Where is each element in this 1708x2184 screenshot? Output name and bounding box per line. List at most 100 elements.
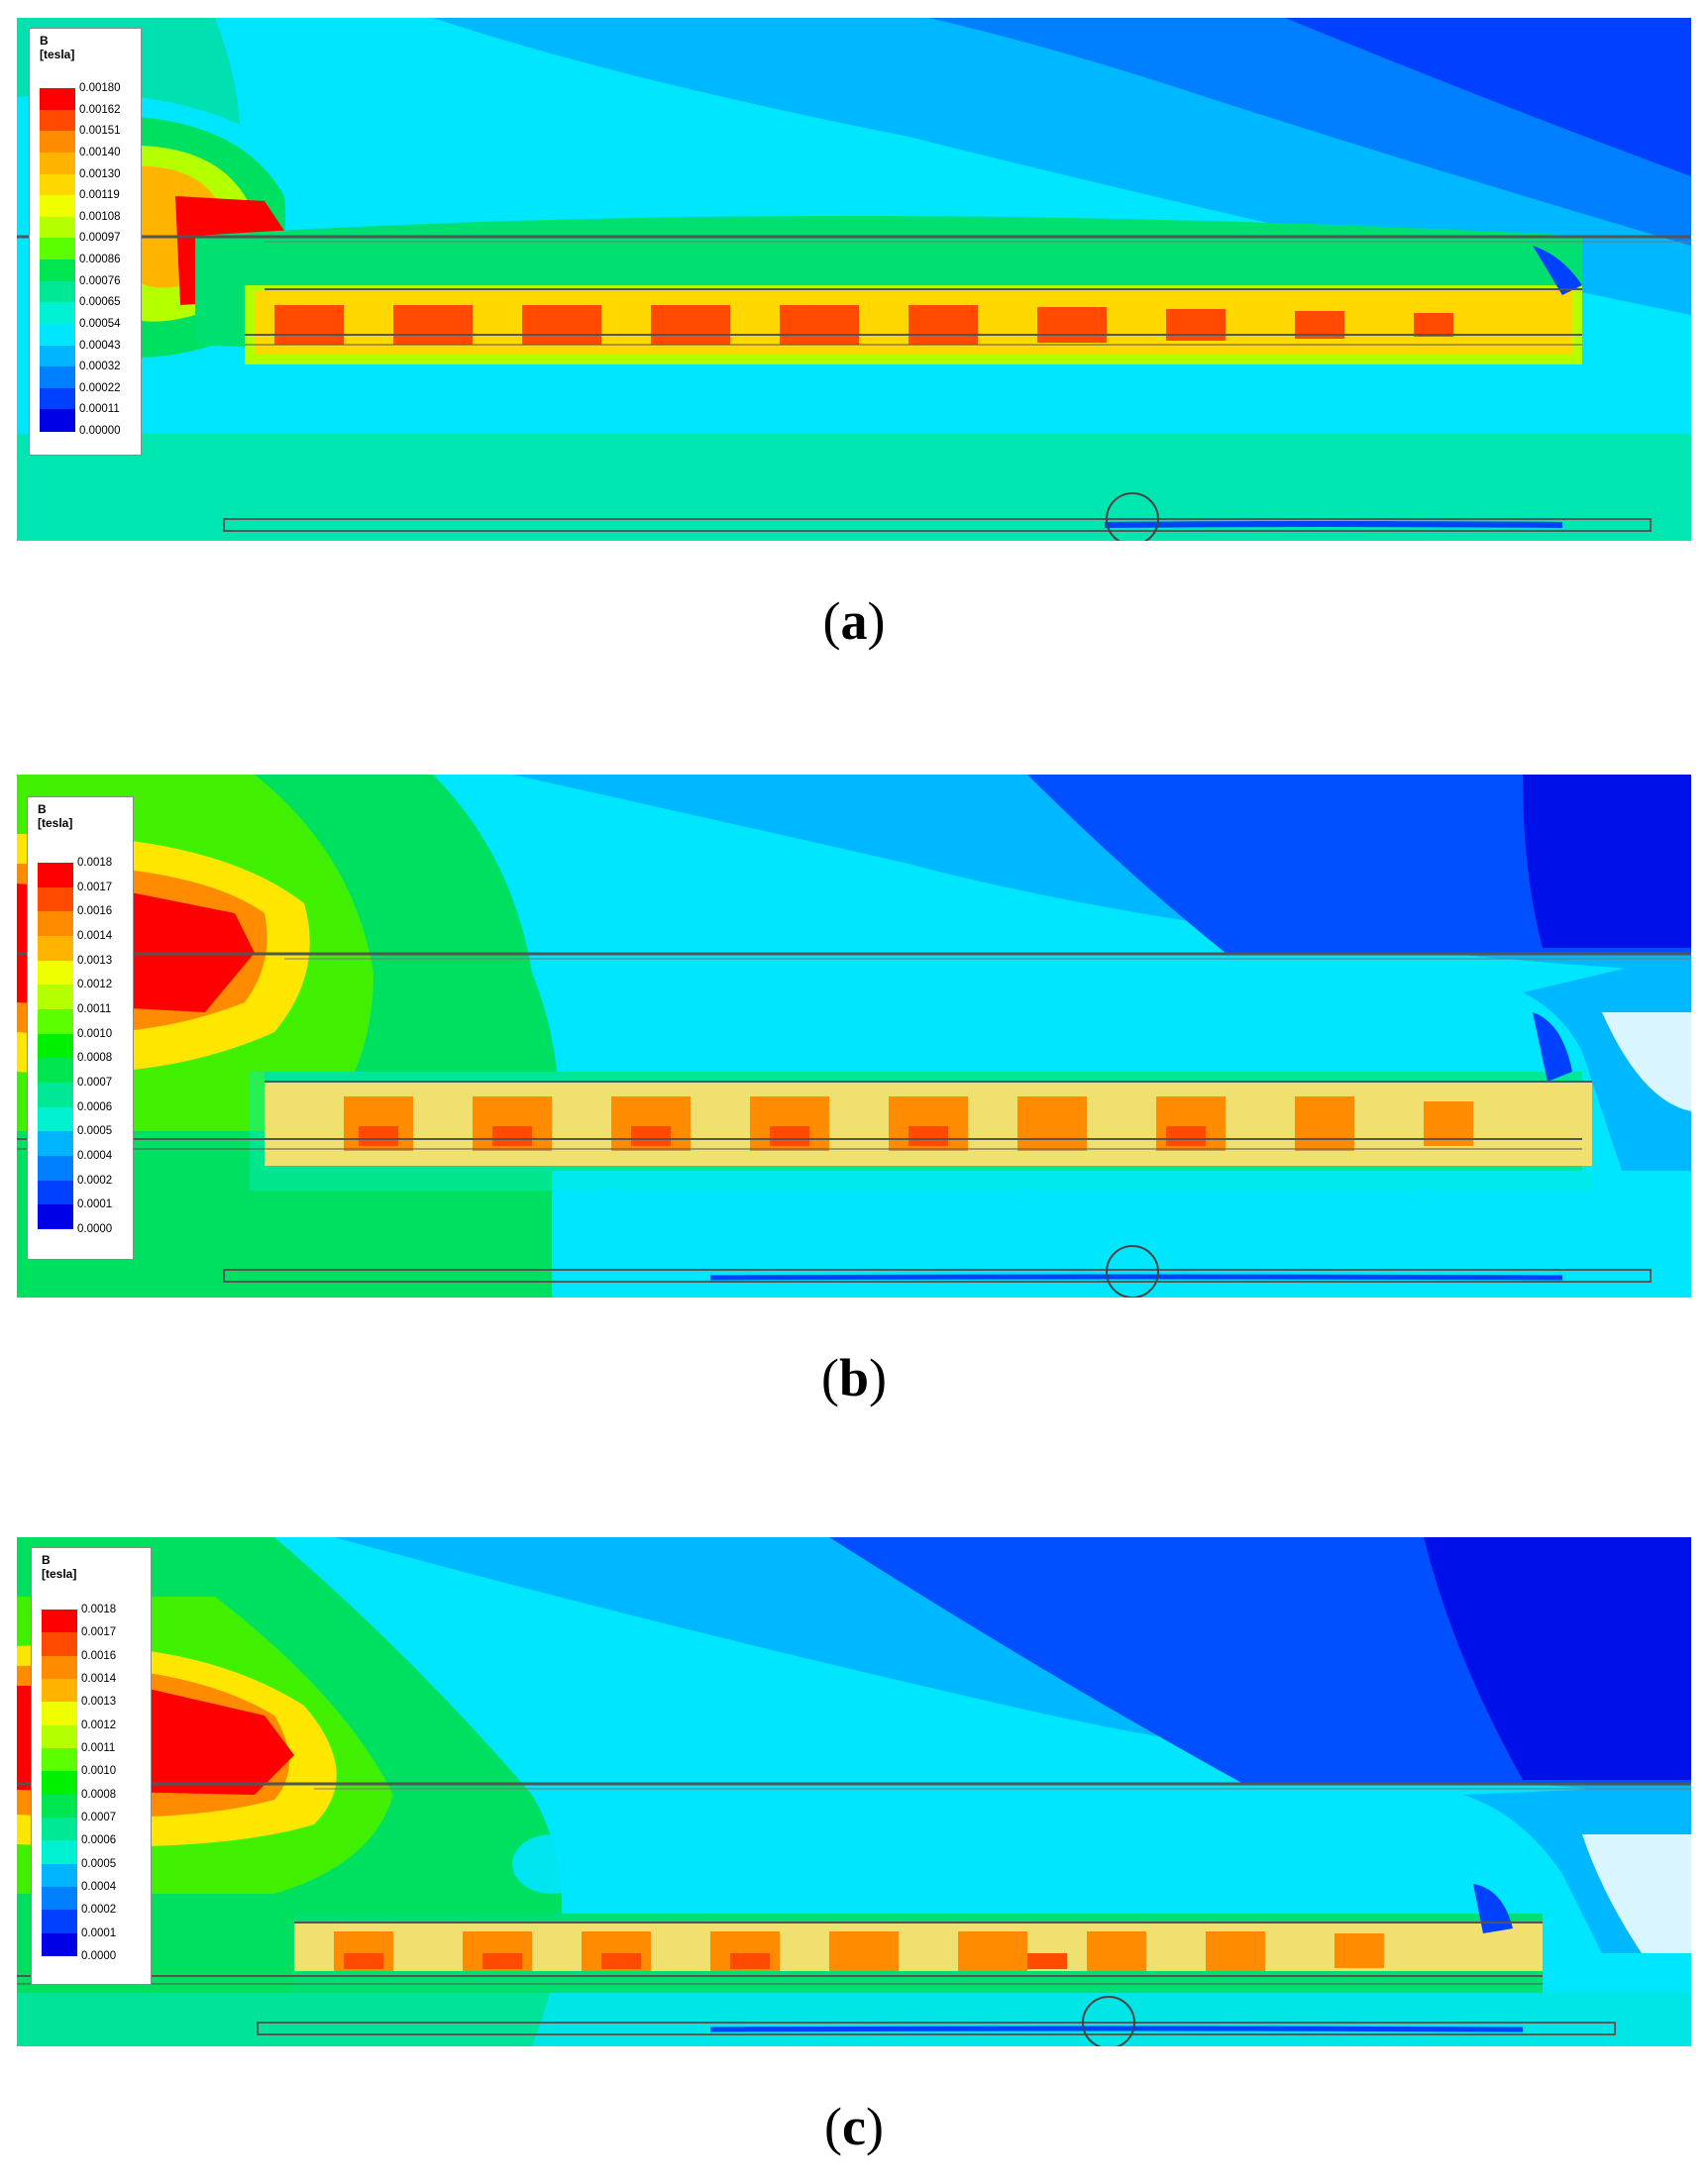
colorbar-segment [42, 1748, 77, 1772]
colorbar-segment [42, 1724, 77, 1749]
legend-unit: [tesla] [38, 816, 73, 830]
colorbar-segment [40, 302, 75, 325]
tick-label: 0.0016 [77, 905, 113, 918]
colorbar-segment [38, 886, 73, 912]
tick-label: 0.0017 [81, 1626, 117, 1639]
caption-letter: a [840, 591, 868, 651]
colorbar-segment [40, 260, 75, 282]
tick-label: 0.00180 [79, 82, 121, 94]
legend-unit: [tesla] [42, 1567, 77, 1581]
tick-label: 0.00043 [79, 339, 121, 352]
tick-label: 0.0004 [81, 1881, 117, 1893]
tick-label: 0.00076 [79, 274, 121, 287]
colorbar-segment [40, 366, 75, 389]
caption-a: (a) [822, 591, 886, 651]
tick-label: 0.0014 [77, 930, 113, 942]
tick-label: 0.00130 [79, 167, 121, 180]
caption-b: (b) [820, 1348, 887, 1407]
colorbar-segment [42, 1610, 77, 1633]
colorbar-segment [40, 238, 75, 260]
colorbar-segment [42, 1632, 77, 1657]
tick-label: 0.00119 [79, 189, 120, 202]
colorbar-segment [40, 280, 75, 303]
field-panel-a: B [tesla] 0.00180 0.00162 0.00151 0.00140 0.… [17, 18, 1691, 541]
tick-label: 0.00086 [79, 254, 121, 265]
colorbar-segment [42, 1863, 77, 1888]
caption-letter: b [838, 1348, 870, 1407]
colorbar-segment [42, 1840, 77, 1865]
colorbar-segment [38, 936, 73, 962]
colorbar [40, 88, 75, 432]
tick-label: 0.0013 [81, 1696, 117, 1709]
colorbar-segment [40, 216, 75, 239]
tick-label: 0.0008 [81, 1788, 117, 1801]
tick-label: 0.0000 [81, 1950, 117, 1962]
field-panel-c: B [tesla] 0.0018 0.0017 0.0016 0.0014 0.0013… [17, 1537, 1691, 2046]
tick-label: 0.0004 [77, 1150, 113, 1162]
colorbar-segment [42, 1702, 77, 1726]
tick-label: 0.0018 [77, 857, 113, 869]
tick-label: 0.0013 [77, 954, 113, 967]
caption-letter: c [842, 2097, 866, 2156]
colorbar-segment [38, 960, 73, 986]
tick-label: 0.00151 [79, 125, 121, 138]
colorbar-segment [38, 1180, 73, 1205]
colorbar-segment [40, 387, 75, 410]
tick-label: 0.0008 [77, 1052, 113, 1065]
tick-label: 0.0018 [81, 1604, 117, 1615]
tick-label: 0.00000 [79, 425, 121, 437]
legend-unit: [tesla] [40, 48, 75, 61]
field-map-c [17, 1537, 1691, 2046]
colorbar-segment [42, 1818, 77, 1841]
tick-label: 0.0005 [81, 1857, 117, 1870]
tick-label: 0.0014 [81, 1673, 117, 1685]
tick-label: 0.0012 [77, 979, 113, 991]
colorbar-segment [40, 173, 75, 196]
colorbar-segment [38, 1106, 73, 1132]
tick-label: 0.00140 [79, 146, 121, 158]
tick-label: 0.00054 [79, 317, 121, 330]
tick-label: 0.0012 [81, 1718, 117, 1731]
tick-label: 0.0016 [81, 1649, 117, 1662]
colorbar-segment [40, 345, 75, 367]
colorbar-segment [38, 1156, 73, 1182]
tick-label: 0.0006 [81, 1834, 117, 1847]
colorbar-segment [38, 985, 73, 1010]
tick-label: 0.00108 [79, 210, 121, 223]
field-map-a [17, 18, 1691, 541]
colorbar-segment [38, 1083, 73, 1108]
tick-label: 0.00162 [79, 103, 121, 116]
tick-label: 0.00011 [79, 403, 120, 416]
colorbar-segment [38, 1058, 73, 1084]
colorbar-legend-a: B [tesla] 0.00180 0.00162 0.00151 0.00140 0.… [29, 28, 142, 456]
colorbar-segment [38, 1009, 73, 1035]
field-map-b [17, 775, 1691, 1298]
legend-quantity: B [40, 34, 49, 48]
colorbar-segment [42, 1771, 77, 1796]
tick-label: 0.0001 [77, 1198, 113, 1211]
tick-label: 0.00097 [79, 232, 121, 245]
colorbar-legend-c: B [tesla] 0.0018 0.0017 0.0016 0.0014 0.0013… [31, 1547, 152, 1985]
colorbar-segment [42, 1910, 77, 1934]
tick-label: 0.0011 [77, 1003, 112, 1015]
colorbar [42, 1610, 77, 1957]
colorbar-segment [40, 109, 75, 132]
colorbar-segment [42, 1679, 77, 1703]
colorbar-segment [40, 152, 75, 174]
tick-label: 0.00065 [79, 296, 121, 309]
colorbar-segment [40, 195, 75, 218]
tick-label: 0.00032 [79, 361, 121, 373]
tick-label: 0.0007 [77, 1077, 113, 1089]
tick-label: 0.0001 [81, 1926, 117, 1939]
caption-c: (c) [824, 2097, 884, 2156]
tick-label: 0.0005 [77, 1125, 113, 1138]
tick-label: 0.0000 [77, 1223, 113, 1235]
legend-quantity: B [38, 802, 47, 816]
colorbar-segment [38, 1033, 73, 1059]
colorbar-segment [40, 409, 75, 432]
colorbar-segment [42, 1794, 77, 1819]
colorbar-segment [38, 1131, 73, 1157]
colorbar-segment [40, 88, 75, 111]
colorbar-segment [42, 1887, 77, 1911]
tick-label: 0.0007 [81, 1812, 117, 1823]
